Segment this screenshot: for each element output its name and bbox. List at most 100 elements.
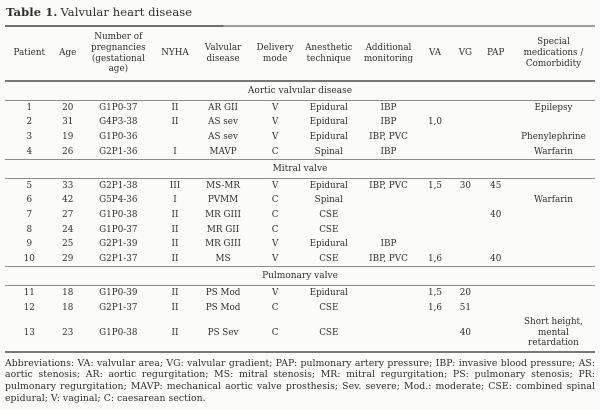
cell: II (171, 239, 179, 250)
table-caption: Valvular heart disease (60, 5, 193, 19)
cell: V (271, 102, 279, 113)
section-label: Pulmonary valve (5, 266, 595, 286)
cell: 1 (26, 102, 33, 113)
column-header: PAP (479, 27, 512, 83)
cell: 11 (23, 287, 35, 298)
cell: G1P0-36 (99, 131, 138, 142)
cell: 4 (26, 146, 33, 157)
section-label: Aortic valvular disease (5, 80, 595, 101)
cell: II (171, 327, 179, 338)
cell: G5P4-36 (99, 195, 138, 206)
cell (419, 223, 451, 238)
cell: 10 (23, 253, 35, 264)
table-row: 1 20 G1P0-37 II AR GII V Epidural IBP Epilepsy (5, 100, 595, 115)
cell: I (173, 195, 177, 206)
column-header: Additional monitoring (358, 27, 419, 83)
cell: MR GIII (205, 209, 241, 220)
cell (512, 252, 595, 267)
cell: CSE (319, 302, 339, 313)
table-footnote: Abbreviations: VA: valvular area; VG: va… (5, 357, 595, 404)
cell (358, 315, 419, 352)
cell: 33 (62, 180, 74, 191)
cell (512, 115, 595, 130)
cell (480, 301, 512, 316)
cell: 1,6 (428, 253, 443, 264)
cell: 40 (459, 327, 471, 338)
cell (512, 237, 595, 252)
cell: 20 (62, 102, 74, 113)
cell (419, 208, 451, 223)
cell (480, 223, 512, 238)
cell: CSE (319, 327, 339, 338)
cell: AR GII (208, 102, 238, 113)
cell: 25 (62, 239, 74, 250)
cell (358, 193, 419, 208)
table-section: Pulmonary valve 11 18 G1P0-39 II PS Mod V Epidu… (5, 266, 595, 352)
cell: AS sev (208, 131, 238, 142)
column-header: Patient (5, 27, 54, 83)
cell: 29 (62, 253, 74, 264)
cell: PS Mod (205, 302, 241, 313)
cell: C (271, 209, 279, 220)
cell (480, 285, 512, 300)
cell (155, 130, 195, 145)
cell: 40 (490, 253, 502, 264)
cell: Phenylephrine (521, 131, 586, 142)
cell: PS Sev (207, 327, 239, 338)
cell: V (271, 253, 279, 264)
cell: 18 (62, 302, 74, 313)
cell: 9 (26, 239, 33, 250)
table-row: 8 24 G1P0-37 II MR GII C CSE (5, 223, 595, 238)
cell: 1,5 (428, 287, 443, 298)
cell (419, 100, 451, 115)
section-header-row: Mitral valve (5, 159, 595, 179)
cell: G1P0-37 (99, 224, 138, 235)
cell: 7 (26, 209, 33, 220)
cell: IBP (380, 239, 397, 250)
cell: Epidural (309, 287, 348, 298)
cell (480, 315, 512, 352)
cell: G2P1-37 (99, 302, 138, 313)
cell: PS Mod (205, 287, 241, 298)
cell: Epidural (309, 180, 348, 191)
column-header: Valvular disease (195, 27, 251, 83)
cell (512, 223, 595, 238)
cell: Short height, mental retardation (524, 317, 583, 349)
cell: Warfarin (534, 146, 573, 157)
cell: V (271, 131, 279, 142)
cell: I (173, 146, 177, 157)
cell: II (171, 117, 179, 128)
table-title: Table 1. Valvular heart disease (6, 5, 595, 20)
cell: Epilepsy (534, 102, 573, 113)
cell: V (271, 180, 279, 191)
column-header: VG (451, 27, 480, 83)
cell: V (271, 287, 279, 298)
valvular-heart-disease-table: Patient Age Number of pregnancies (gestati… (5, 27, 595, 353)
cell: II (171, 102, 179, 113)
cell: G1P0-38 (99, 209, 138, 220)
section-header-row: Aortic valvular disease (5, 80, 595, 101)
table-row: 5 33 G2P1-38 III MS-MR V Epidural IBP, PVC 1,5 30… (5, 178, 595, 193)
cell (451, 193, 479, 208)
table-section: Aortic valvular disease 1 20 G1P0-37 II AR GI… (5, 80, 595, 160)
cell (419, 193, 451, 208)
cell: Epidural (309, 239, 348, 250)
cell: 30 (459, 180, 471, 191)
cell: CSE (319, 253, 339, 264)
cell: C (271, 302, 279, 313)
cell: II (171, 287, 179, 298)
table-row: 6 42 G5P4-36 I PVMM C Spinal Warfarin (5, 193, 595, 208)
column-header: VA (418, 27, 452, 83)
cell: C (271, 195, 279, 206)
cell (480, 237, 512, 252)
cell (451, 252, 479, 267)
column-header: Number of pregnancies (gestational age) (81, 27, 155, 83)
table-row: 9 25 G2P1-39 II MR GIII V Epidural IBP (5, 237, 595, 252)
cell: 2 (26, 117, 33, 128)
cell (451, 115, 479, 130)
cell: G2P1-37 (99, 253, 138, 264)
cell: IBP (380, 146, 397, 157)
cell (451, 145, 479, 160)
cell: Epidural (309, 117, 348, 128)
